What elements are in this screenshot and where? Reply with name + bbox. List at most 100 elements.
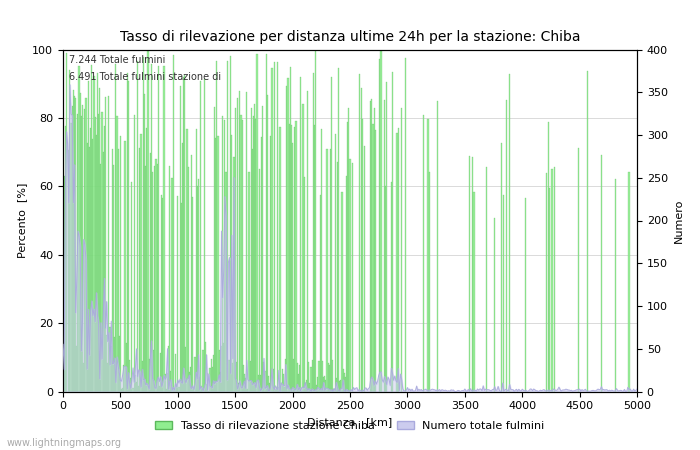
Bar bbox=[186, 129, 188, 392]
Bar bbox=[213, 355, 214, 392]
Bar bbox=[238, 383, 239, 392]
Y-axis label: Percento  [%]: Percento [%] bbox=[17, 183, 27, 258]
Y-axis label: Numero: Numero bbox=[673, 198, 683, 243]
Bar bbox=[374, 130, 376, 392]
Bar bbox=[145, 166, 146, 392]
Bar bbox=[330, 149, 331, 392]
Bar bbox=[372, 124, 374, 392]
Bar bbox=[277, 62, 279, 392]
Bar bbox=[256, 54, 258, 392]
Bar bbox=[272, 369, 274, 392]
Bar bbox=[339, 381, 340, 392]
Bar bbox=[107, 363, 108, 392]
Bar bbox=[261, 138, 262, 392]
Bar bbox=[111, 346, 112, 392]
Bar bbox=[231, 135, 232, 392]
Bar bbox=[428, 172, 430, 392]
Bar bbox=[100, 164, 102, 392]
Bar bbox=[176, 386, 177, 391]
Bar bbox=[220, 372, 221, 392]
Bar bbox=[99, 88, 100, 391]
Bar bbox=[361, 88, 362, 391]
Bar bbox=[340, 381, 342, 392]
Bar bbox=[274, 62, 275, 392]
Bar bbox=[263, 362, 265, 392]
Bar bbox=[234, 108, 236, 392]
Bar bbox=[259, 169, 260, 392]
Bar bbox=[139, 148, 141, 392]
Bar bbox=[315, 50, 316, 392]
Bar bbox=[175, 354, 176, 392]
Bar bbox=[300, 77, 301, 391]
Bar bbox=[173, 55, 174, 392]
Bar bbox=[505, 100, 507, 392]
Bar bbox=[206, 384, 207, 392]
Bar bbox=[578, 148, 579, 392]
Bar bbox=[77, 114, 78, 392]
Bar bbox=[349, 159, 351, 392]
Bar bbox=[170, 371, 172, 392]
Bar bbox=[144, 94, 145, 392]
Bar bbox=[276, 387, 277, 392]
Bar bbox=[189, 372, 190, 392]
Bar bbox=[195, 129, 197, 392]
Bar bbox=[288, 124, 290, 392]
Bar bbox=[164, 374, 166, 392]
Bar bbox=[91, 65, 92, 392]
Bar bbox=[163, 66, 164, 392]
Bar bbox=[329, 365, 330, 392]
Bar bbox=[118, 149, 119, 392]
Bar bbox=[297, 363, 298, 392]
Bar bbox=[423, 116, 424, 392]
Bar bbox=[310, 367, 312, 392]
Bar bbox=[120, 135, 121, 391]
Bar bbox=[82, 105, 83, 392]
Bar bbox=[112, 149, 113, 392]
Bar bbox=[205, 342, 206, 392]
Bar bbox=[108, 96, 109, 392]
Bar bbox=[157, 164, 158, 392]
Bar bbox=[103, 152, 104, 392]
Bar bbox=[183, 76, 184, 392]
Bar bbox=[283, 374, 284, 392]
Bar bbox=[127, 72, 128, 392]
Bar bbox=[130, 378, 132, 392]
Bar bbox=[250, 361, 251, 392]
Bar bbox=[286, 86, 288, 392]
Bar bbox=[75, 99, 76, 392]
Bar bbox=[80, 116, 82, 392]
Bar bbox=[473, 192, 475, 392]
Bar bbox=[298, 374, 299, 392]
Bar bbox=[209, 369, 211, 392]
Bar bbox=[113, 165, 114, 392]
Legend: Tasso di rilevazione stazione Chiba, Numero totale fulmini: Tasso di rilevazione stazione Chiba, Num… bbox=[150, 417, 550, 436]
Bar bbox=[105, 97, 106, 392]
Bar bbox=[68, 149, 69, 392]
Bar bbox=[236, 363, 237, 392]
Bar bbox=[83, 363, 84, 392]
Bar bbox=[268, 375, 269, 392]
Bar bbox=[132, 388, 134, 392]
Bar bbox=[172, 178, 173, 392]
Bar bbox=[370, 101, 371, 392]
Bar bbox=[392, 72, 393, 392]
Bar bbox=[284, 387, 285, 392]
Bar bbox=[405, 58, 406, 392]
Bar bbox=[109, 327, 111, 392]
Bar bbox=[332, 360, 333, 392]
Bar bbox=[152, 172, 153, 392]
Bar bbox=[326, 148, 328, 392]
Bar bbox=[251, 108, 252, 392]
Bar bbox=[168, 346, 169, 392]
Bar bbox=[223, 343, 224, 392]
Bar bbox=[437, 101, 438, 392]
Bar bbox=[129, 360, 130, 392]
Bar bbox=[318, 361, 320, 392]
Bar bbox=[362, 119, 363, 392]
X-axis label: Distanza   [km]: Distanza [km] bbox=[307, 417, 393, 427]
Bar bbox=[253, 116, 254, 392]
Bar bbox=[162, 198, 163, 392]
Bar bbox=[225, 171, 227, 392]
Bar bbox=[198, 180, 199, 392]
Bar bbox=[246, 92, 247, 392]
